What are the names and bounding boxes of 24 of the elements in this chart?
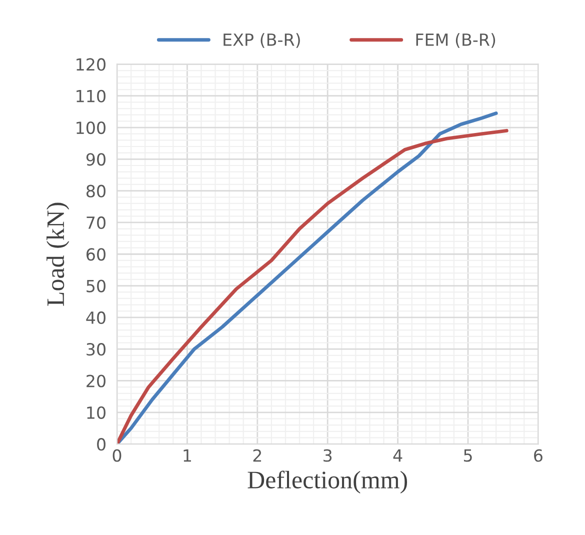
y-tick-label: 60 [86, 248, 106, 261]
y-tick-label: 20 [86, 374, 106, 388]
legend-label: FEM (B-R) [416, 33, 496, 48]
y-tick-label: 110 [76, 90, 106, 102]
x-tick-label: 3 [324, 449, 332, 462]
x-tick-label: 2 [253, 449, 262, 462]
y-tick-label: 70 [86, 216, 106, 230]
legend-label: EXP (B-R) [224, 33, 300, 48]
x-tick-label: 1 [184, 449, 191, 462]
y-tick-label: 90 [86, 153, 106, 166]
y-tick-label: 80 [86, 184, 106, 198]
x-tick-label: 0 [112, 449, 122, 462]
y-tick-label: 0 [97, 438, 106, 451]
y-axis-title: Load (kN) [46, 202, 70, 306]
x-axis-title: Deflection(mm) [248, 470, 408, 494]
x-tick-label: 6 [534, 449, 542, 462]
y-tick-label: 10 [87, 406, 106, 419]
y-tick-label: 100 [76, 121, 106, 134]
y-tick-label: 40 [86, 311, 106, 324]
y-tick-label: 50 [86, 280, 106, 292]
x-tick-label: 4 [393, 449, 402, 462]
x-tick-label: 5 [464, 449, 472, 462]
y-tick-label: 120 [76, 58, 106, 71]
y-tick-label: 30 [86, 343, 106, 356]
